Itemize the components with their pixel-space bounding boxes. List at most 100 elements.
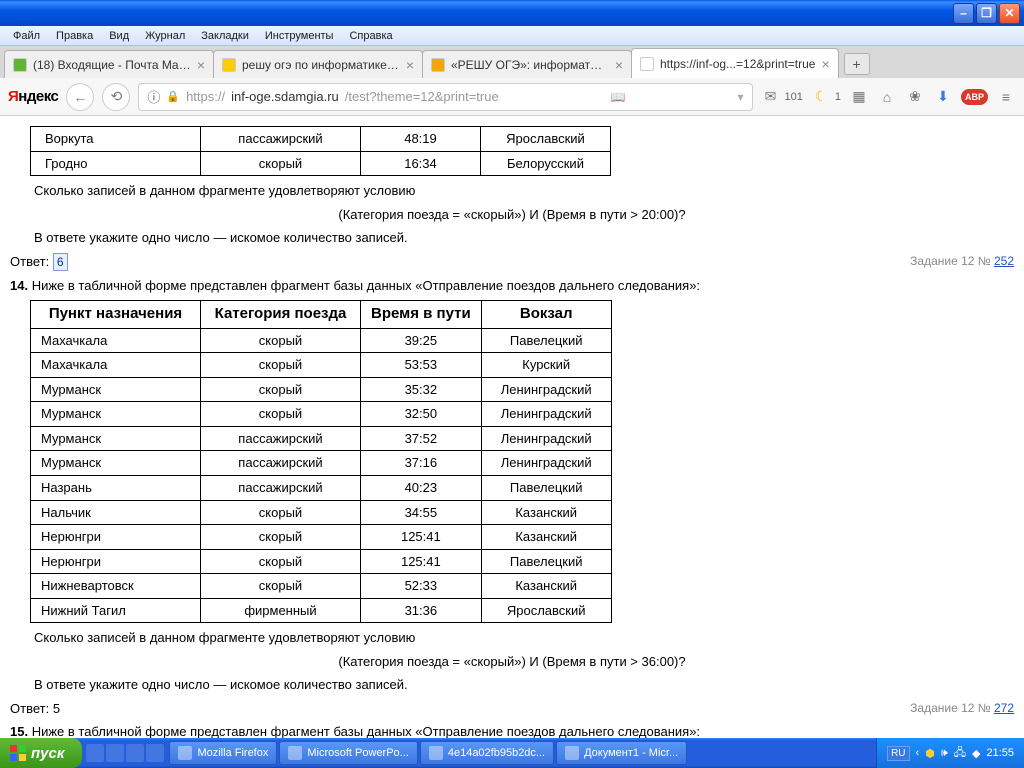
maximize-button[interactable]: ❐ <box>976 3 997 24</box>
table-row: Мурманскскорый35:32Ленинградский <box>31 377 612 402</box>
taskbar-item[interactable]: Документ1 - Micr... <box>556 741 687 765</box>
table-cell: Мурманск <box>31 426 201 451</box>
menu-Файл[interactable]: Файл <box>6 28 47 44</box>
url-host: inf-oge.sdamgia.ru <box>231 89 339 104</box>
table-row: Махачкаласкорый53:53Курский <box>31 353 612 378</box>
weather-icon[interactable]: ☾ <box>811 87 831 107</box>
abp-icon[interactable]: ABP <box>961 89 988 105</box>
table-cell: Нальчик <box>31 500 201 525</box>
download-icon[interactable]: ⬇ <box>933 87 953 107</box>
apps-icon[interactable]: ▦ <box>849 87 869 107</box>
table-row: Нальчикскорый34:55Казанский <box>31 500 612 525</box>
menu-Инструменты[interactable]: Инструменты <box>258 28 341 44</box>
hamburger-icon[interactable]: ≡ <box>996 87 1016 107</box>
table-cell: скорый <box>201 402 361 427</box>
q2-intro: Сколько записей в данном фрагменте удовл… <box>10 629 1014 647</box>
table-cell: скорый <box>201 151 361 176</box>
minimize-button[interactable]: – <box>953 3 974 24</box>
table-header: Время в пути <box>361 301 482 328</box>
tray-shield-icon[interactable]: ⬢ <box>925 747 935 760</box>
reader-icon[interactable]: 📖 <box>611 90 626 104</box>
table-row: Нерюнгрискорый125:41Казанский <box>31 525 612 550</box>
favicon-icon <box>222 58 236 72</box>
tray-icon[interactable]: ‹ <box>916 747 920 759</box>
menu-Вид[interactable]: Вид <box>102 28 136 44</box>
table-cell: 40:23 <box>361 476 482 501</box>
q2-hint: В ответе укажите одно число — искомое ко… <box>10 676 1014 694</box>
taskbar-item[interactable]: Microsoft PowerPo... <box>279 741 417 765</box>
favicon-icon <box>13 58 27 72</box>
address-bar[interactable]: ⓘ 🔒 https:// inf-oge.sdamgia.ru /test?th… <box>138 83 752 111</box>
table-cell: Казанский <box>481 525 611 550</box>
table-cell: 48:19 <box>361 127 481 152</box>
back-button[interactable]: ← <box>66 83 94 111</box>
browser-tab[interactable]: решу огэ по информатике ... × <box>213 50 423 78</box>
toolbar: Яндекс ← ⟲ ⓘ 🔒 https:// inf-oge.sdamgia.… <box>0 78 1024 116</box>
tab-close-icon[interactable]: × <box>615 57 623 73</box>
table-cell: скорый <box>201 574 361 599</box>
answer-value-1: 6 <box>53 253 68 271</box>
bookmark-icon[interactable]: ❀ <box>905 87 925 107</box>
tab-strip: (18) Входящие - Почта Mail....×решу огэ … <box>0 46 1024 78</box>
clock[interactable]: 21:55 <box>986 747 1014 759</box>
table-cell: скорый <box>201 353 361 378</box>
task-link-252[interactable]: 252 <box>994 254 1014 268</box>
table-cell: Казанский <box>481 574 611 599</box>
taskbar-label: Mozilla Firefox <box>197 747 268 759</box>
task-ref-1: Задание 12 № 252 <box>910 253 1014 269</box>
tray-volume-icon[interactable]: 🕪 <box>941 747 948 760</box>
close-button[interactable]: ✕ <box>999 3 1020 24</box>
table-cell: Ленинградский <box>481 451 611 476</box>
browser-tab[interactable]: «РЕШУ ОГЭ»: информатика...× <box>422 50 632 78</box>
table-row: Назраньпассажирский40:23Павелецкий <box>31 476 612 501</box>
browser-tab[interactable]: https://inf-og...=12&print=true × <box>631 48 839 78</box>
task14-text: Ниже в табличной форме представлен фрагм… <box>28 278 700 293</box>
start-button[interactable]: пуск <box>0 738 82 768</box>
windows-flag-icon <box>10 745 26 761</box>
q1-hint: В ответе укажите одно число — искомое ко… <box>10 229 1014 247</box>
tray-network-icon[interactable]: 🖧 <box>954 744 966 763</box>
table-row: Мурманскпассажирский37:52Ленинградский <box>31 426 612 451</box>
tab-close-icon[interactable]: × <box>821 56 829 72</box>
table-row: Нижний Тагилфирменный31:36Ярославский <box>31 598 612 623</box>
taskbar-label: 4e14a02fb95b2dc... <box>448 747 545 759</box>
browser-tab[interactable]: (18) Входящие - Почта Mail....× <box>4 50 214 78</box>
table-cell: Махачкала <box>31 328 201 353</box>
q1-condition: (Категория поезда = «скорый») И (Время в… <box>10 206 1014 224</box>
window-titlebar: – ❐ ✕ <box>0 0 1024 26</box>
table-row: Махачкаласкорый39:25Павелецкий <box>31 328 612 353</box>
tab-close-icon[interactable]: × <box>406 57 414 73</box>
dropdown-icon[interactable]: ▾ <box>737 90 743 104</box>
table-row: Мурманскскорый32:50Ленинградский <box>31 402 612 427</box>
menu-Закладки[interactable]: Закладки <box>194 28 256 44</box>
menu-Справка[interactable]: Справка <box>342 28 399 44</box>
favicon-icon <box>640 57 654 71</box>
table-cell: скорый <box>201 377 361 402</box>
tab-label: решу огэ по информатике ... <box>242 58 400 72</box>
table-cell: 35:32 <box>361 377 482 402</box>
taskbar-label: Документ1 - Micr... <box>584 747 678 759</box>
taskbar-label: Microsoft PowerPo... <box>307 747 408 759</box>
new-tab-button[interactable]: + <box>844 53 870 75</box>
answer-label-2: Ответ: <box>10 701 53 716</box>
yandex-logo[interactable]: Яндекс <box>8 88 58 105</box>
home-icon[interactable]: ⌂ <box>877 87 897 107</box>
mail-icon[interactable]: ✉ <box>761 87 781 107</box>
system-tray[interactable]: RU ‹ ⬢ 🕪 🖧 ◆ 21:55 <box>876 738 1024 768</box>
menu-Журнал[interactable]: Журнал <box>138 28 192 44</box>
language-indicator[interactable]: RU <box>887 746 909 761</box>
tab-label: https://inf-og...=12&print=true <box>660 57 815 71</box>
menu-Правка[interactable]: Правка <box>49 28 100 44</box>
task-link-272[interactable]: 272 <box>994 701 1014 715</box>
table-fragment-1: Воркутапассажирский48:19ЯрославскийГродн… <box>30 126 611 176</box>
taskbar-item[interactable]: 4e14a02fb95b2dc... <box>420 741 554 765</box>
answer-label-1: Ответ: <box>10 254 53 269</box>
quick-launch[interactable] <box>82 744 168 762</box>
taskbar-item[interactable]: Mozilla Firefox <box>169 741 277 765</box>
table-cell: 34:55 <box>361 500 482 525</box>
tab-close-icon[interactable]: × <box>197 57 205 73</box>
reload-button[interactable]: ⟲ <box>102 83 130 111</box>
table-row: Мурманскпассажирский37:16Ленинградский <box>31 451 612 476</box>
table-cell: Белорусский <box>481 151 611 176</box>
tray-misc-icon[interactable]: ◆ <box>972 747 980 760</box>
